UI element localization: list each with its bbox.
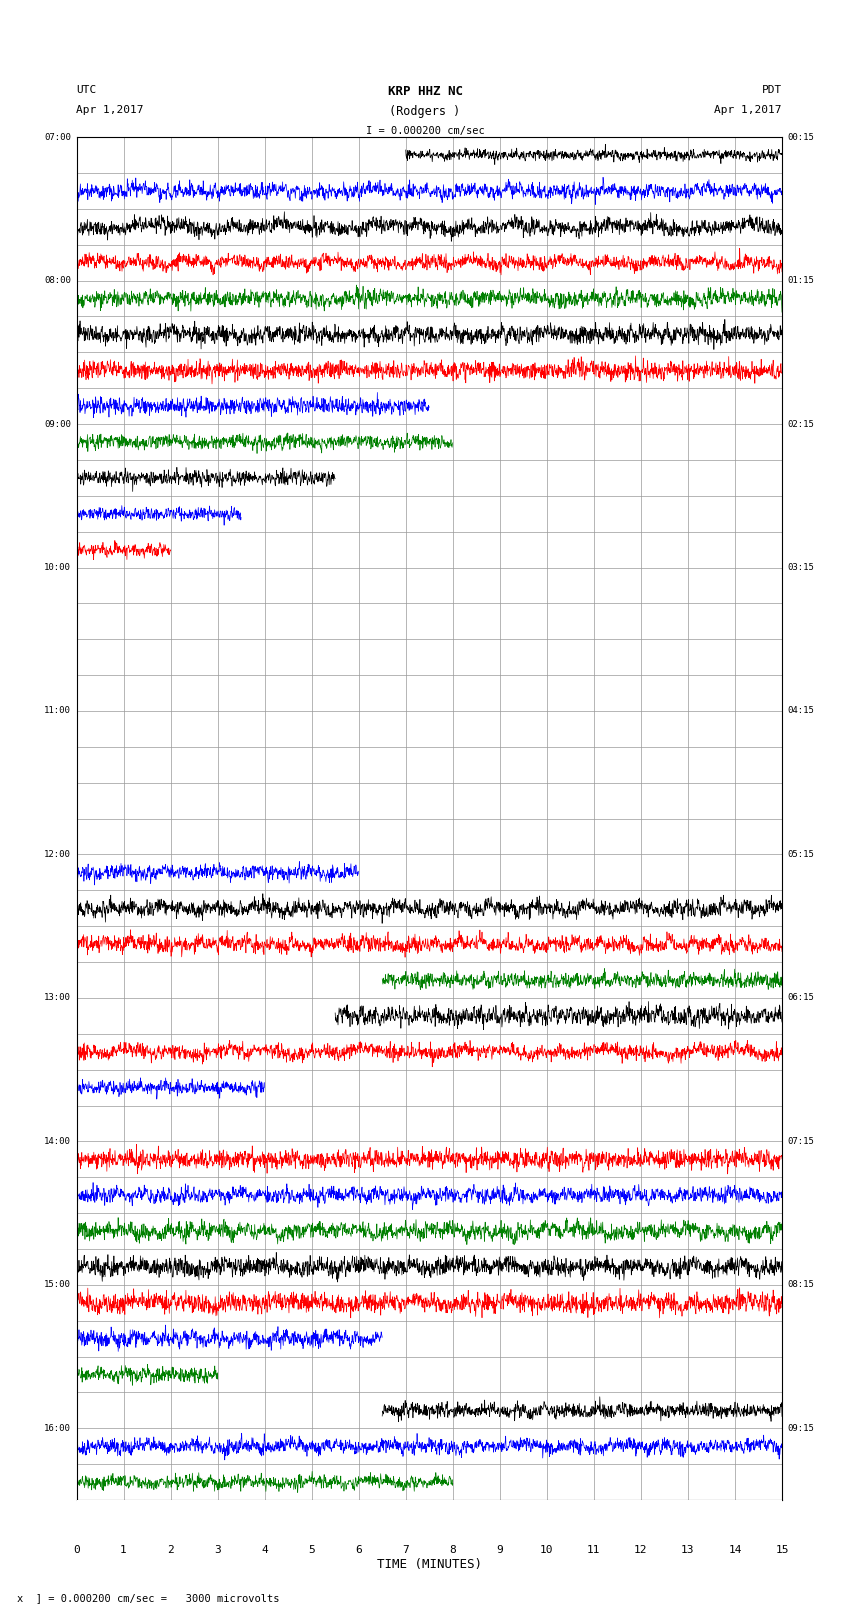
Text: 15:00: 15:00: [44, 1281, 71, 1289]
Text: 16:00: 16:00: [44, 1424, 71, 1432]
Text: 14:00: 14:00: [44, 1137, 71, 1145]
X-axis label: TIME (MINUTES): TIME (MINUTES): [377, 1558, 482, 1571]
Text: UTC: UTC: [76, 85, 97, 95]
Text: 05:15: 05:15: [788, 850, 814, 860]
Text: 02:15: 02:15: [788, 419, 814, 429]
Text: Apr 1,2017: Apr 1,2017: [76, 105, 144, 115]
Text: I = 0.000200 cm/sec: I = 0.000200 cm/sec: [366, 126, 484, 135]
Text: 08:00: 08:00: [44, 276, 71, 286]
Text: 04:15: 04:15: [788, 706, 814, 716]
Text: (Rodgers ): (Rodgers ): [389, 105, 461, 118]
Text: KRP HHZ NC: KRP HHZ NC: [388, 85, 462, 98]
Text: x  ] = 0.000200 cm/sec =   3000 microvolts: x ] = 0.000200 cm/sec = 3000 microvolts: [17, 1594, 280, 1603]
Text: 11:00: 11:00: [44, 706, 71, 716]
Text: 09:00: 09:00: [44, 419, 71, 429]
Text: 00:15: 00:15: [788, 132, 814, 142]
Text: 06:15: 06:15: [788, 994, 814, 1002]
Text: 03:15: 03:15: [788, 563, 814, 573]
Text: Apr 1,2017: Apr 1,2017: [715, 105, 782, 115]
Text: 08:15: 08:15: [788, 1281, 814, 1289]
Text: 07:15: 07:15: [788, 1137, 814, 1145]
Text: 10:00: 10:00: [44, 563, 71, 573]
Text: 07:00: 07:00: [44, 132, 71, 142]
Text: 01:15: 01:15: [788, 276, 814, 286]
Text: 13:00: 13:00: [44, 994, 71, 1002]
Text: 12:00: 12:00: [44, 850, 71, 860]
Text: PDT: PDT: [762, 85, 782, 95]
Text: 09:15: 09:15: [788, 1424, 814, 1432]
